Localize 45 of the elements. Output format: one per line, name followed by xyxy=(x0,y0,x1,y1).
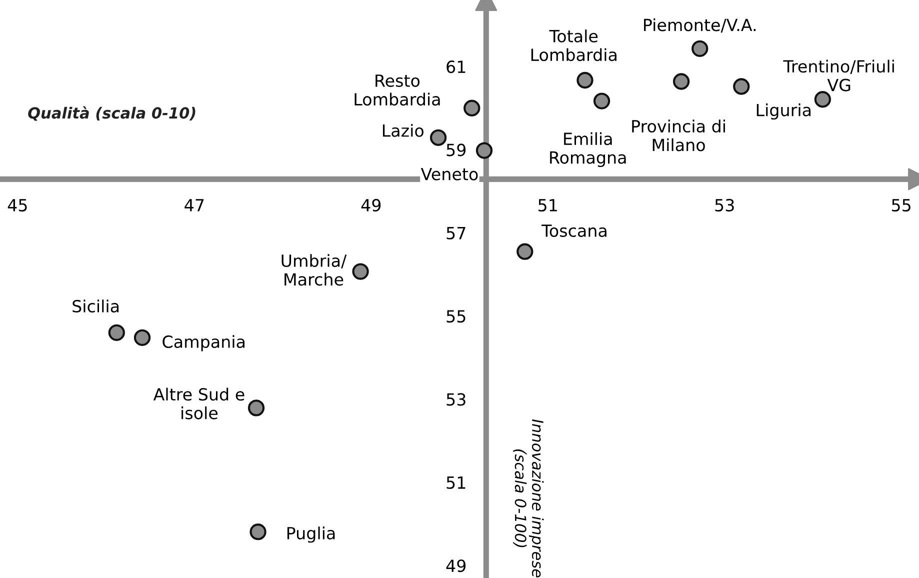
annotation: Sicilia xyxy=(72,300,119,312)
point xyxy=(250,524,266,540)
x-tick-label: 49 xyxy=(361,198,381,212)
y-tick-label: 49 xyxy=(446,559,466,572)
annotation: Liguria xyxy=(756,103,811,120)
point xyxy=(516,243,534,260)
annotation: Toscana xyxy=(542,224,606,237)
annotation: Lazio xyxy=(382,124,424,137)
annotation: Umbria/ Marche xyxy=(282,254,347,286)
point xyxy=(733,78,750,95)
point xyxy=(814,91,832,108)
annotation: Piemonte/V.A. xyxy=(644,18,756,33)
y-tick-label: 51 xyxy=(446,476,466,489)
y-tick-label: 61 xyxy=(446,60,466,74)
annotation: Resto Lombardia xyxy=(354,74,440,106)
point xyxy=(476,142,493,159)
point xyxy=(134,329,151,346)
point xyxy=(352,263,369,280)
annotation: Altre Sud e isole xyxy=(153,388,244,420)
y-tick-label: 57 xyxy=(446,227,466,240)
annotation: Totale Lombardia xyxy=(531,30,616,62)
x-tick-label: 47 xyxy=(184,199,204,212)
x-tick-label: 55 xyxy=(892,199,910,212)
x-tick-label: 51 xyxy=(538,199,557,212)
point xyxy=(672,73,690,90)
point xyxy=(593,92,610,110)
point xyxy=(464,100,480,116)
y-tick-label: 55 xyxy=(446,310,466,323)
annotation: Trentino/Friuli VG xyxy=(783,60,894,92)
y-tick-label: 53 xyxy=(446,393,466,406)
y-tick-label: 59 xyxy=(446,144,466,156)
annotation: Emilia Romagna xyxy=(550,132,626,168)
point xyxy=(692,40,708,57)
point xyxy=(430,129,447,146)
x-tick-label: 53 xyxy=(715,198,734,212)
x-tick-label: 45 xyxy=(8,199,27,212)
annotation: Puglia xyxy=(287,526,335,543)
annotation: Veneto xyxy=(420,168,478,180)
annotation: Provincia di Milano xyxy=(632,120,725,152)
y-axis-title: Innovazione imprese (scala 0-100) xyxy=(513,419,544,578)
point xyxy=(108,324,125,341)
point xyxy=(248,400,265,416)
point xyxy=(576,72,594,89)
x-axis-title: Qualità (scala 0-10) xyxy=(28,106,196,121)
annotation: Campania xyxy=(162,335,244,352)
